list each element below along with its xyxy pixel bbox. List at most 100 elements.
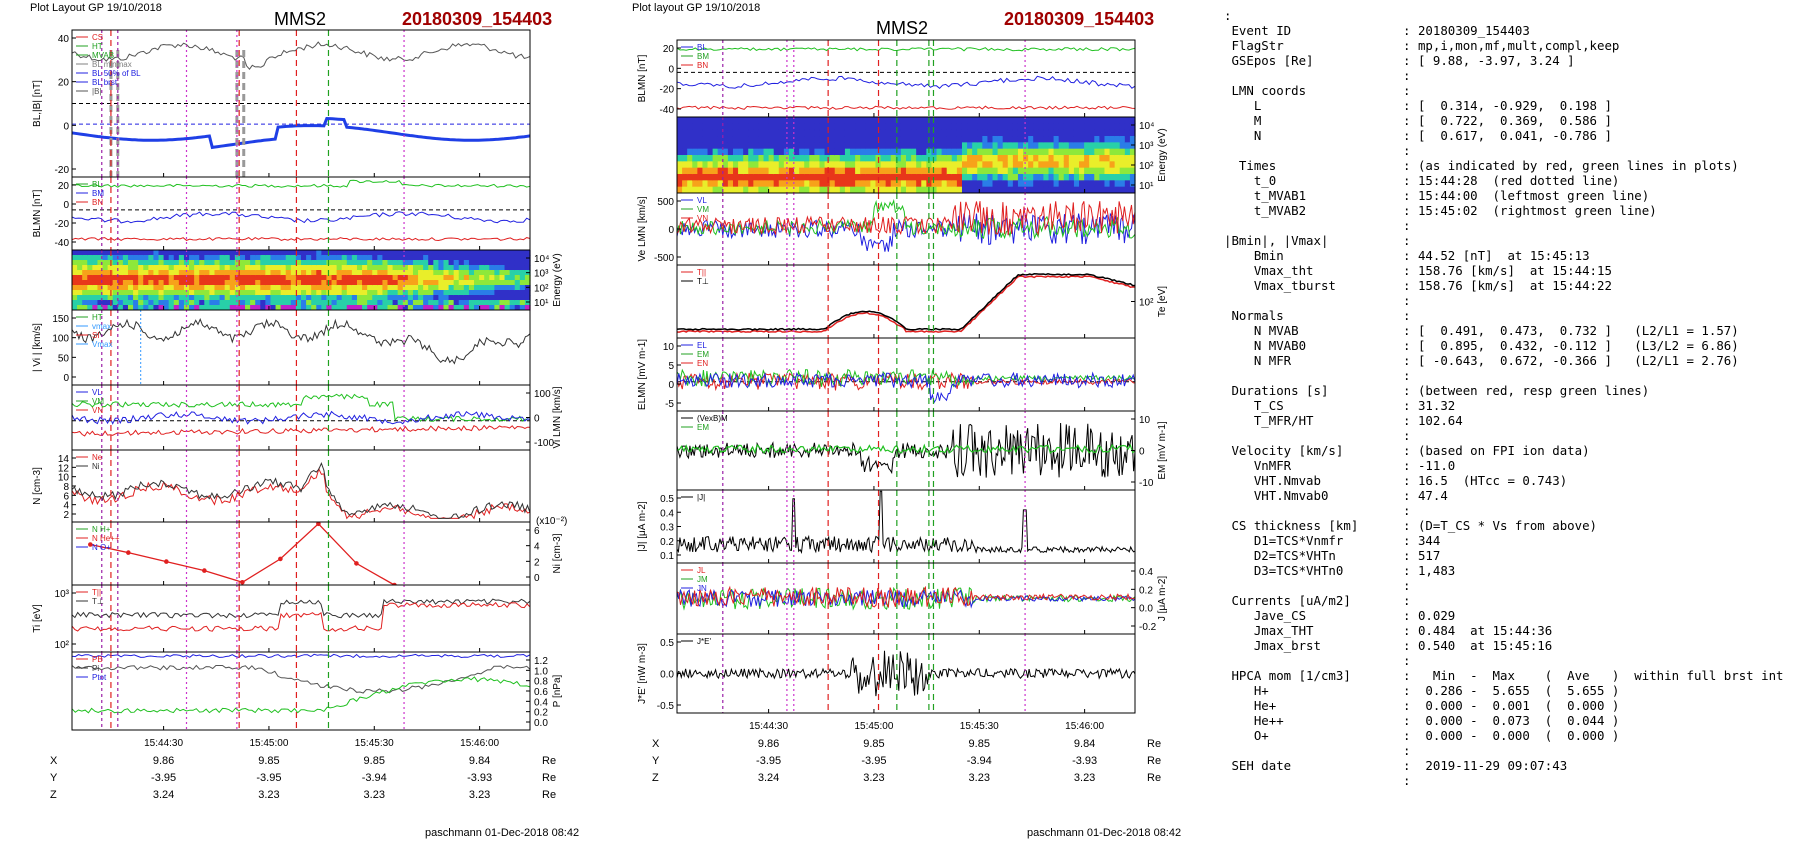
spectrogram-cell xyxy=(906,117,912,124)
spectrogram-cell xyxy=(311,270,317,276)
spectrogram-cell xyxy=(1109,167,1116,175)
spectrogram-cell xyxy=(199,295,205,301)
spectrogram-cell xyxy=(977,174,983,181)
spectrogram-cell xyxy=(331,300,338,306)
series-te-par xyxy=(676,275,1136,333)
spectrogram-cell xyxy=(941,174,948,181)
spectrogram-cell xyxy=(692,167,698,175)
spectrogram-cell xyxy=(158,290,165,296)
spectrogram-cell xyxy=(1099,136,1106,143)
spectrogram-cell xyxy=(148,265,155,271)
spectrogram-cell xyxy=(519,260,526,266)
spectrogram-cell xyxy=(738,155,744,162)
spectrogram-cell xyxy=(183,255,190,261)
y-tick-label: 6 xyxy=(63,491,69,502)
spectrogram-cell xyxy=(397,265,404,271)
spectrogram-cell xyxy=(295,305,302,311)
spectrogram-cell xyxy=(809,129,815,137)
spectrogram-cell xyxy=(245,305,251,311)
spectrogram-cell xyxy=(127,290,134,296)
spectrogram-cell xyxy=(229,270,236,276)
spectrogram-cell xyxy=(407,285,414,291)
spectrogram-cell xyxy=(900,129,907,137)
spectrogram-cell xyxy=(189,265,195,271)
spectrogram-cell xyxy=(102,295,109,301)
spectrogram-cell xyxy=(911,155,917,162)
spectrogram-cell xyxy=(290,270,297,276)
spectrogram-cell xyxy=(453,260,460,266)
spectrogram-cell xyxy=(382,285,389,291)
spectrogram-cell xyxy=(941,136,948,143)
spectrogram-cell xyxy=(799,186,805,194)
spectrogram-cell xyxy=(987,161,994,169)
coord-value: -3.95 xyxy=(861,755,887,767)
spectrogram-cell xyxy=(295,280,302,286)
spectrogram-cell xyxy=(77,255,83,261)
spectrogram-cell xyxy=(992,123,999,131)
legend-label: N O+ xyxy=(92,543,111,552)
spectrogram-cell xyxy=(834,117,841,124)
y-tick-label: 10 xyxy=(58,473,70,484)
spectrogram-cell xyxy=(423,265,429,271)
spectrogram-cell xyxy=(479,255,485,261)
spectrogram-cell xyxy=(448,250,455,256)
spectrogram-cell xyxy=(1084,136,1090,143)
spectrogram-cell xyxy=(122,280,129,286)
spectrogram-cell xyxy=(433,275,439,281)
spectrogram-cell xyxy=(153,300,160,306)
spectrogram-cell xyxy=(519,305,526,311)
spectrogram-cell xyxy=(519,270,526,276)
spectrogram-cell xyxy=(97,285,104,291)
spectrogram-cell xyxy=(1028,186,1034,194)
spectrogram-cell xyxy=(885,180,892,188)
info-line: D3=TCS*VHTn0 : 1,483 xyxy=(1224,563,1456,578)
spectrogram-cell xyxy=(829,148,836,156)
spectrogram-cell xyxy=(1114,180,1121,188)
spectrogram-cell xyxy=(967,129,973,137)
spectrogram-cell xyxy=(255,300,261,306)
spectrogram-cell xyxy=(224,275,231,281)
spectrogram-cell xyxy=(697,180,704,188)
legend-label: |B| xyxy=(92,87,102,96)
spectrogram-cell xyxy=(316,295,322,301)
spectrogram-cell xyxy=(479,265,485,271)
spectrogram-cell xyxy=(951,129,958,137)
spectrogram-cell xyxy=(875,123,882,131)
y-axis-label: ELMN [mV m-1] xyxy=(637,339,648,410)
series-em xyxy=(676,443,1136,455)
coord-value: 3.23 xyxy=(468,789,491,801)
spectrogram-cell xyxy=(199,290,205,296)
spectrogram-cell xyxy=(967,136,973,143)
spectrogram-cell xyxy=(148,290,155,296)
coord-value: 9.86 xyxy=(152,755,175,767)
spectrogram-cell xyxy=(224,270,231,276)
spectrogram-cell xyxy=(158,265,165,271)
spectrogram-cell xyxy=(1114,161,1121,169)
spectrogram-cell xyxy=(814,161,821,169)
spectrogram-cell xyxy=(763,155,770,162)
spectrogram-cell xyxy=(301,300,307,306)
spectrogram-cell xyxy=(1007,142,1014,150)
spectrogram-cell xyxy=(458,270,465,276)
coord-value: -3.93 xyxy=(467,772,493,784)
spectrogram-cell xyxy=(250,305,256,311)
spectrogram-cell xyxy=(504,305,511,311)
spectrogram-cell xyxy=(1124,148,1131,156)
spectrogram-cell xyxy=(209,285,216,291)
spectrogram-cell xyxy=(189,295,195,301)
spectrogram-cell xyxy=(346,275,353,281)
spectrogram-cell xyxy=(87,275,93,281)
spectrogram-cell xyxy=(748,155,754,162)
spectrogram-cell xyxy=(1089,117,1095,124)
spectrogram-cell xyxy=(377,275,384,281)
spectrogram-cell xyxy=(1002,129,1009,137)
spectrogram-cell xyxy=(229,295,236,301)
legend-label: N H+ xyxy=(92,525,111,534)
spectrogram-cell xyxy=(494,295,501,301)
spectrogram-cell xyxy=(387,300,394,306)
spectrogram-cell xyxy=(1089,123,1095,131)
spectrogram-cell xyxy=(1084,123,1090,131)
spectrogram-cell xyxy=(717,186,724,194)
spectrogram-cell xyxy=(875,180,882,188)
spectrogram-cell xyxy=(265,305,272,311)
